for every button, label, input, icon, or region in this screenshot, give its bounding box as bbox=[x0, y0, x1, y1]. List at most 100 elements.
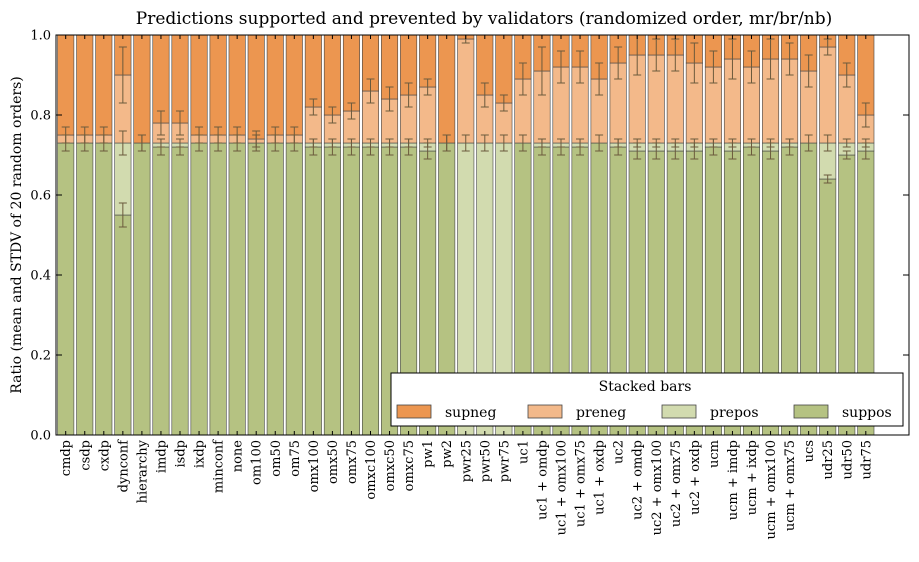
error-bar-prepos bbox=[461, 134, 470, 152]
error-bar-suppos bbox=[518, 134, 527, 152]
error-bar-preneg bbox=[499, 94, 508, 112]
bar-suppos bbox=[228, 142, 246, 436]
bar-supneg bbox=[342, 34, 360, 112]
error-bar-prepos bbox=[633, 138, 642, 148]
error-bar-prepos bbox=[309, 138, 318, 148]
x-tick-label: imdp bbox=[154, 440, 169, 473]
x-tick-label: uc1 + oxdp bbox=[593, 440, 608, 515]
y-axis: 0.0 0.2 0.4 0.6 0.8 1.0 bbox=[30, 29, 909, 444]
error-bar-prepos bbox=[499, 134, 508, 152]
legend-swatch-preneg bbox=[527, 404, 563, 419]
error-bar-suppos bbox=[804, 134, 813, 152]
bar-suppos bbox=[190, 142, 208, 436]
error-bar-preneg bbox=[233, 126, 242, 144]
x-tick-label: omx75 bbox=[345, 440, 360, 484]
error-bar-prepos bbox=[747, 138, 756, 148]
bar-supneg bbox=[57, 34, 75, 136]
bar-supneg bbox=[171, 34, 189, 124]
bars-layer bbox=[57, 34, 875, 436]
y-axis-label: Ratio (mean and STDV of 20 random orders… bbox=[9, 76, 25, 393]
bar-suppos bbox=[57, 142, 75, 436]
x-tick-label: ucm bbox=[707, 440, 722, 468]
error-bar-preneg bbox=[690, 42, 699, 84]
error-bar-preneg bbox=[423, 78, 432, 96]
error-bar-preneg bbox=[614, 46, 623, 80]
x-tick-label: dynconf bbox=[116, 439, 131, 493]
x-tick-label: isdp bbox=[174, 440, 189, 467]
error-bar-prepos bbox=[156, 138, 165, 148]
legend-title: Stacked bars bbox=[599, 379, 692, 395]
bar-suppos bbox=[323, 146, 341, 436]
error-bar-prepos bbox=[118, 130, 127, 156]
error-bar-preneg bbox=[842, 62, 851, 88]
error-bar-preneg bbox=[518, 62, 527, 96]
x-tick-label: pwr25 bbox=[459, 440, 474, 482]
error-bar-prepos bbox=[576, 138, 585, 148]
x-tick-label: ucm + omx100 bbox=[764, 440, 779, 539]
x-tick-label: csdp bbox=[78, 440, 93, 471]
error-bar-preneg bbox=[214, 126, 223, 144]
error-bar-prepos bbox=[385, 138, 394, 148]
bar-supneg bbox=[76, 34, 94, 136]
bar-supneg bbox=[152, 34, 170, 124]
x-tick-label: pwr75 bbox=[497, 440, 512, 482]
x-tick-label: omxc50 bbox=[383, 440, 398, 491]
error-bar-preneg bbox=[118, 46, 127, 104]
error-bar-preneg bbox=[804, 54, 813, 88]
y-tick-label: 0.6 bbox=[30, 189, 51, 204]
error-bar-suppos bbox=[118, 202, 127, 228]
bar-suppos bbox=[361, 146, 379, 436]
legend-swatch-supneg bbox=[396, 404, 432, 419]
x-tick-label: hierarchy bbox=[135, 439, 150, 503]
bar-suppos bbox=[152, 146, 170, 436]
x-tick-label: pwr50 bbox=[478, 440, 493, 482]
error-bar-preneg bbox=[861, 102, 870, 128]
error-bar-preneg bbox=[271, 126, 280, 144]
x-tick-label: omx50 bbox=[326, 440, 341, 484]
x-tick-label: none bbox=[231, 440, 246, 473]
error-bar-prepos bbox=[366, 138, 375, 148]
error-bar-preneg bbox=[785, 42, 794, 76]
legend-label-supneg: supneg bbox=[445, 405, 496, 421]
x-tick-label: omxc100 bbox=[364, 440, 379, 500]
error-bar-preneg bbox=[176, 110, 184, 136]
legend-label-suppos: suppos bbox=[842, 405, 892, 421]
error-bar-prepos bbox=[423, 138, 432, 148]
error-bar-prepos bbox=[671, 138, 680, 148]
legend-swatch-prepos bbox=[661, 404, 697, 419]
error-bar-preneg bbox=[137, 134, 146, 152]
error-bar-prepos bbox=[347, 138, 356, 148]
error-bar-prepos bbox=[480, 134, 489, 152]
x-tick-label: pw1 bbox=[421, 440, 436, 468]
x-tick-label: uc1 bbox=[516, 440, 531, 464]
legend-label-prepos: prepos bbox=[710, 405, 759, 421]
error-bar-prepos bbox=[861, 138, 870, 148]
x-tick-label: udr25 bbox=[821, 440, 836, 479]
error-bar-preneg bbox=[309, 98, 318, 116]
x-tick-label: uc1 + omx75 bbox=[574, 440, 589, 527]
error-bar-preneg bbox=[595, 62, 604, 96]
error-bar-preneg bbox=[385, 86, 394, 112]
x-tick-label: minconf bbox=[212, 439, 227, 493]
x-tick-label: uc1 + omdp bbox=[535, 440, 550, 520]
error-bar-prepos bbox=[823, 134, 832, 152]
x-axis: cmdp csdp cxdp dynconf hierarchy imdp isdp ixdp… bbox=[59, 35, 874, 539]
bar-suppos bbox=[171, 146, 189, 436]
bar-supneg bbox=[228, 34, 246, 136]
x-tick-label: pw2 bbox=[440, 440, 455, 468]
x-tick-label: ucs bbox=[802, 440, 817, 462]
error-bar-preneg bbox=[747, 50, 756, 84]
error-bar-prepos bbox=[842, 138, 851, 148]
bar-preneg bbox=[819, 46, 837, 144]
chart-title: Predictions supported and prevented by v… bbox=[136, 9, 832, 29]
bar-suppos bbox=[266, 142, 284, 436]
error-bar-preneg bbox=[328, 106, 337, 124]
bar-supneg bbox=[133, 34, 151, 144]
error-bar-prepos bbox=[728, 138, 737, 148]
bar-supneg bbox=[495, 34, 513, 104]
x-tick-label: omxc75 bbox=[402, 440, 417, 491]
x-tick-label: uc2 bbox=[612, 440, 627, 464]
x-tick-label: ucm + omx75 bbox=[783, 440, 798, 531]
x-tick-label: uc2 + omx75 bbox=[669, 440, 684, 527]
error-bar-preneg bbox=[404, 82, 413, 108]
